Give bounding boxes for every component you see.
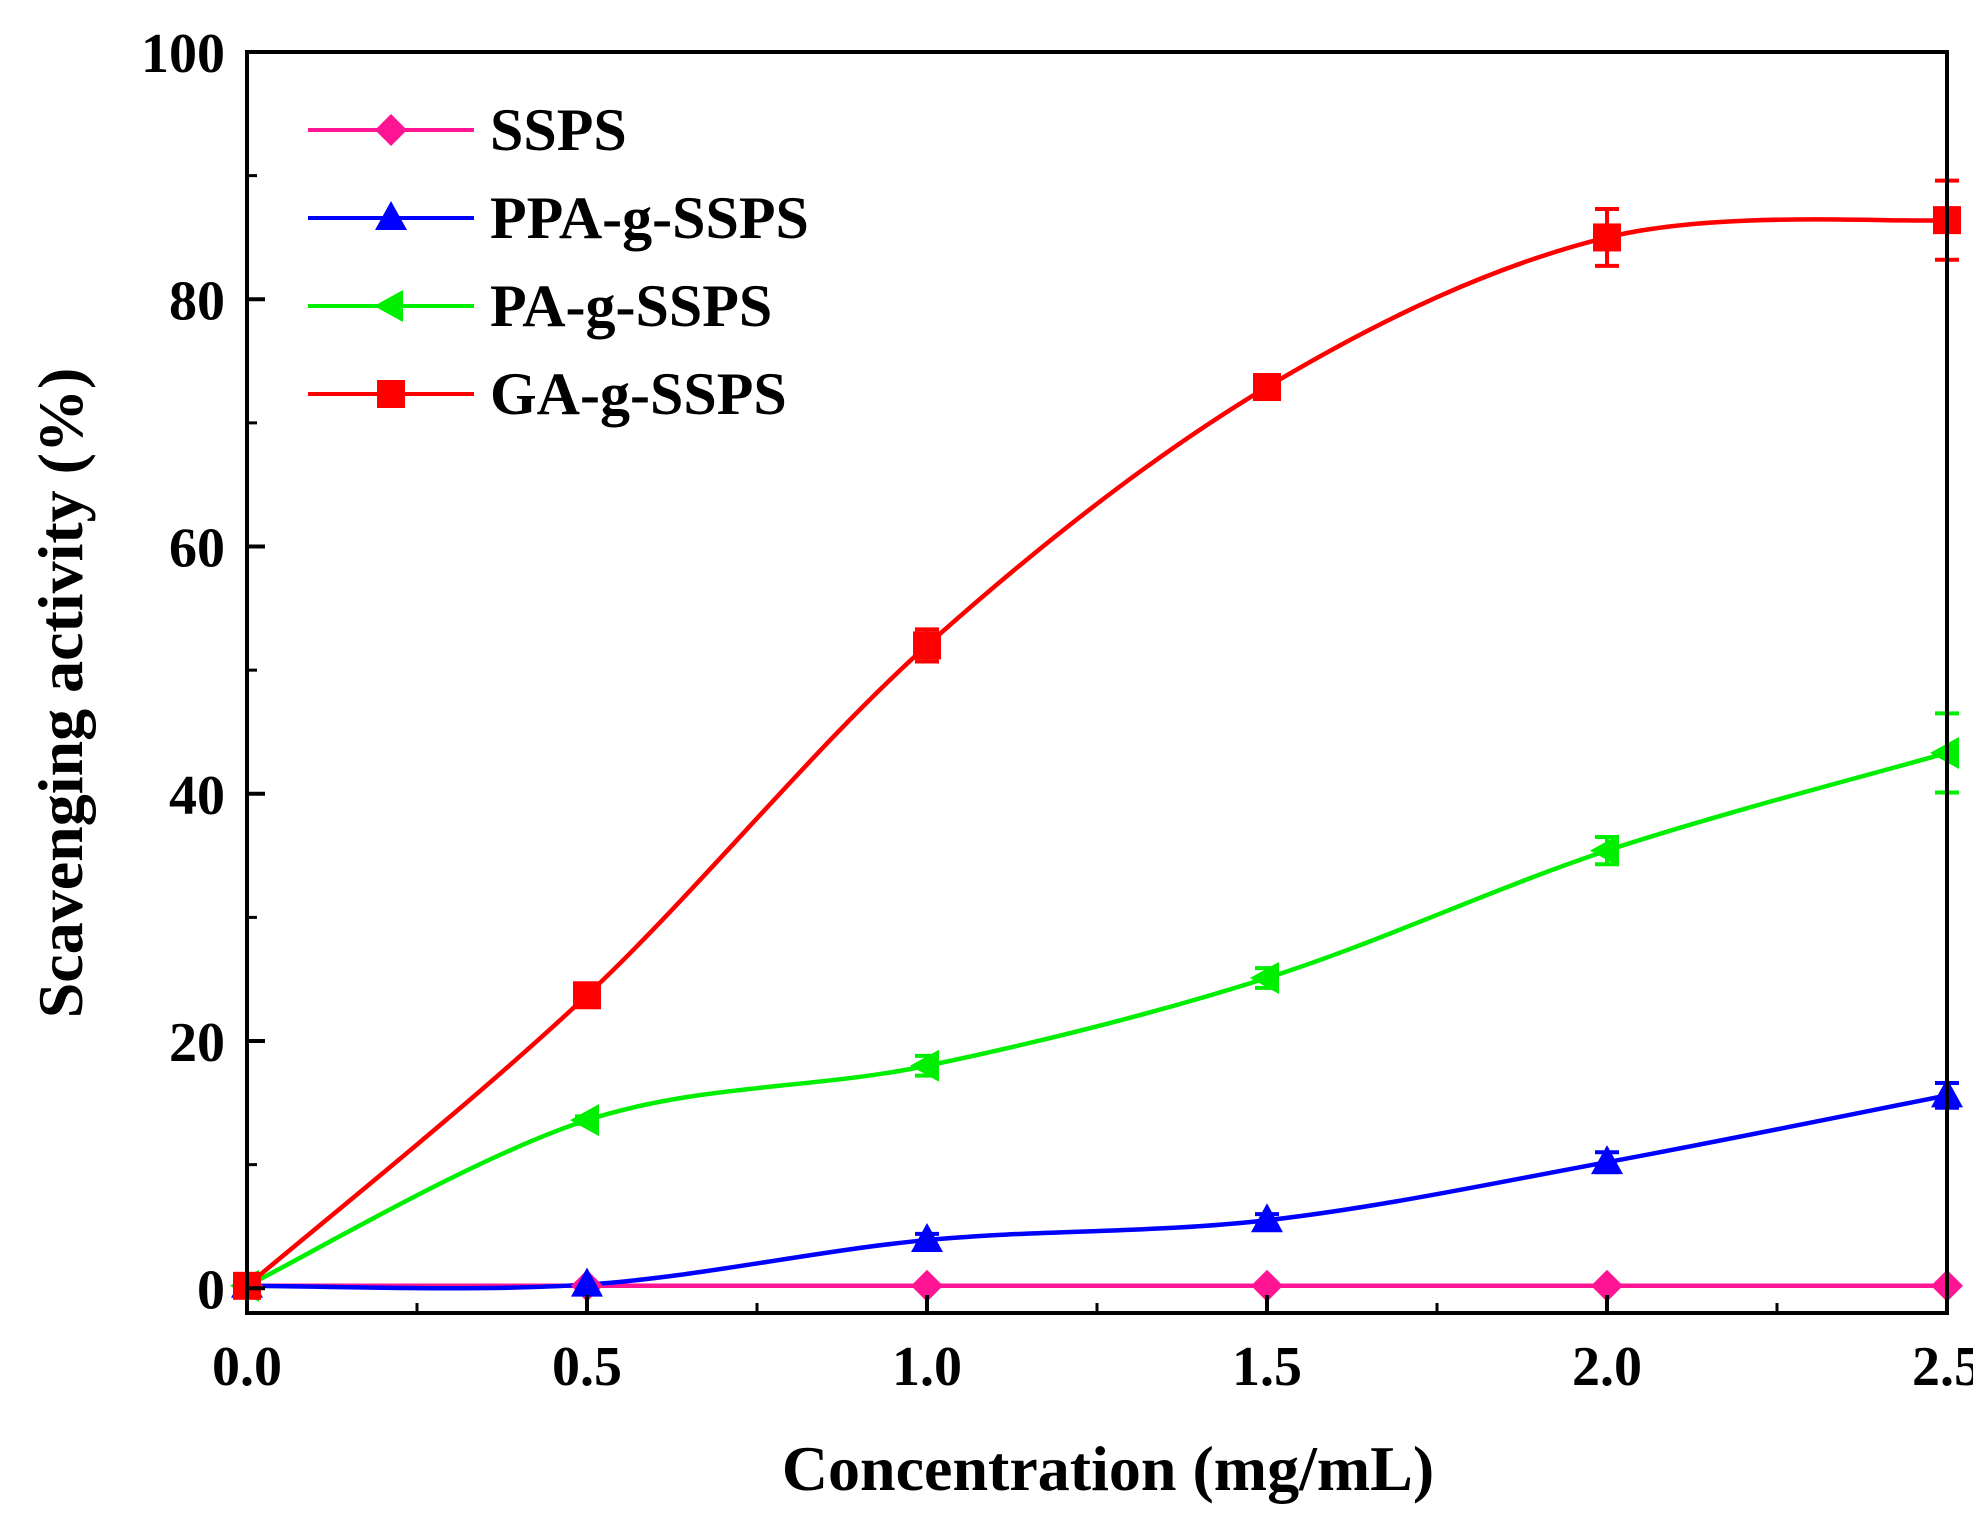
series-layer — [245, 217, 1948, 1291]
data-point — [1593, 223, 1621, 252]
y-tick-label: 60 — [169, 518, 225, 580]
x-tick-label: 2.5 — [1912, 1336, 1973, 1398]
axis-ticks — [245, 50, 1949, 1313]
data-point — [911, 1269, 943, 1302]
data-point — [377, 380, 405, 408]
legend-entry-ga-g-ssps: GA-g-SSPS — [308, 361, 787, 427]
x-axis-title: Concentration (mg/mL) — [782, 1433, 1434, 1504]
legend-marker — [377, 380, 405, 408]
y-tick-label: 40 — [169, 765, 225, 827]
legend: SSPS PPA-g-SSPS PA-g-SSPS GA-g-SSPS — [308, 97, 809, 427]
y-tick-label: 0 — [197, 1259, 225, 1321]
data-point — [910, 1049, 939, 1082]
series-line — [246, 1093, 1948, 1291]
data-point — [1251, 1203, 1283, 1233]
legend-entry-pa-g-ssps: PA-g-SSPS — [308, 273, 772, 339]
series-markers — [230, 711, 1959, 1302]
data-point — [374, 290, 403, 322]
y-tick-labels: 0 20 40 60 80 100 — [141, 23, 225, 1321]
x-tick-label: 0.5 — [552, 1336, 622, 1398]
data-point — [571, 1267, 603, 1297]
data-point — [570, 1104, 599, 1137]
x-tick-label: 1.5 — [1232, 1336, 1302, 1398]
y-tick-label: 100 — [141, 23, 225, 85]
marker-layer — [230, 178, 1963, 1302]
x-tick-label: 0.0 — [212, 1336, 282, 1398]
legend-label: SSPS — [490, 97, 627, 163]
data-point — [913, 631, 941, 660]
x-tick-label: 2.0 — [1572, 1336, 1642, 1398]
legend-label: PA-g-SSPS — [490, 273, 772, 339]
data-point — [1590, 834, 1619, 867]
data-point — [1250, 961, 1279, 994]
data-point — [1251, 1269, 1283, 1302]
data-point — [1253, 373, 1281, 402]
y-tick-label: 20 — [169, 1012, 225, 1074]
series-markers — [233, 178, 1961, 1300]
legend-marker — [375, 114, 407, 146]
data-point — [1930, 736, 1959, 769]
series-markers — [231, 1078, 1963, 1298]
series-line — [245, 217, 1948, 1288]
x-tick-labels: 0.0 0.5 1.0 1.5 2.0 2.5 — [212, 1336, 1973, 1398]
data-point — [375, 201, 407, 230]
data-point — [1591, 1145, 1623, 1175]
legend-marker — [374, 290, 403, 322]
series-line — [246, 750, 1948, 1288]
legend-label: PPA-g-SSPS — [490, 185, 809, 251]
legend-marker — [375, 201, 407, 230]
legend-label: GA-g-SSPS — [490, 361, 787, 427]
data-point — [911, 1223, 943, 1253]
legend-entry-ssps: SSPS — [308, 97, 627, 163]
data-point — [375, 114, 407, 146]
x-tick-label: 1.0 — [892, 1336, 962, 1398]
data-point — [573, 981, 601, 1010]
data-point — [1591, 1269, 1623, 1302]
y-axis-title: Scavenging activity (%) — [25, 368, 96, 1019]
y-tick-label: 80 — [169, 270, 225, 332]
legend-entry-ppa-g-ssps: PPA-g-SSPS — [308, 185, 809, 251]
